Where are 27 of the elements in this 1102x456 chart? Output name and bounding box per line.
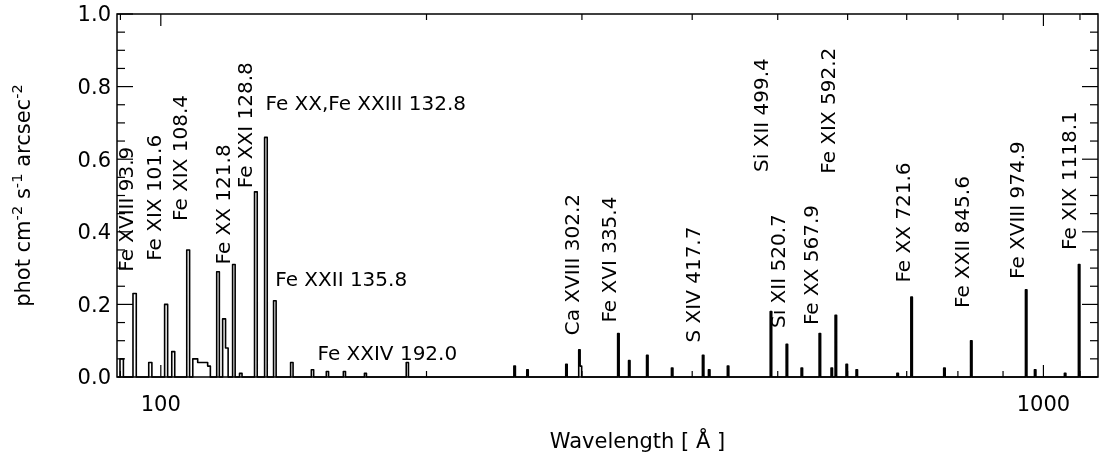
annotation: Fe XVIII 974.9 — [1005, 141, 1030, 279]
y-tick-label: 0.0 — [77, 365, 111, 390]
annotation: Fe XVIII 93.9 — [113, 146, 138, 272]
annotation: Fe XX,Fe XXIII 132.8 — [265, 91, 467, 116]
annotation: Fe XIX 1118.1 — [1057, 111, 1081, 250]
annotation: Fe XIX 101.6 — [141, 134, 166, 261]
annotation: Fe XX 721.6 — [891, 162, 916, 283]
annotation: Si XII 499.4 — [748, 58, 773, 172]
y-tick-label: 0.6 — [77, 147, 111, 172]
annotation: Fe XX 567.9 — [798, 205, 823, 326]
annotation: Fe XXIV 192.0 — [317, 340, 458, 365]
annotation: Fe XXI 128.8 — [233, 62, 258, 189]
y-tick-label: 0.4 — [77, 220, 111, 245]
x-tick-label: 1000 — [1016, 392, 1071, 416]
y-tick-label: 0.2 — [77, 292, 111, 317]
annotation: Fe XXII 135.8 — [275, 267, 408, 292]
annotation: Ca XVIII 302.2 — [559, 193, 584, 336]
x-tick-label: 100 — [140, 392, 181, 416]
annotation: Fe XVI 335.4 — [597, 196, 622, 323]
annotation: Fe XIX 592.2 — [816, 47, 841, 174]
annotation: Fe XX 121.8 — [210, 144, 235, 265]
y-tick-label: 0.8 — [77, 74, 111, 99]
annotation: Fe XXII 845.6 — [950, 176, 975, 309]
annotation: Fe XIX 108.4 — [167, 94, 192, 221]
x-axis-title: Wavelength [ Å ] — [549, 427, 726, 453]
annotation: S XIV 417.7 — [681, 226, 706, 343]
y-tick-label: 1.0 — [77, 2, 111, 27]
